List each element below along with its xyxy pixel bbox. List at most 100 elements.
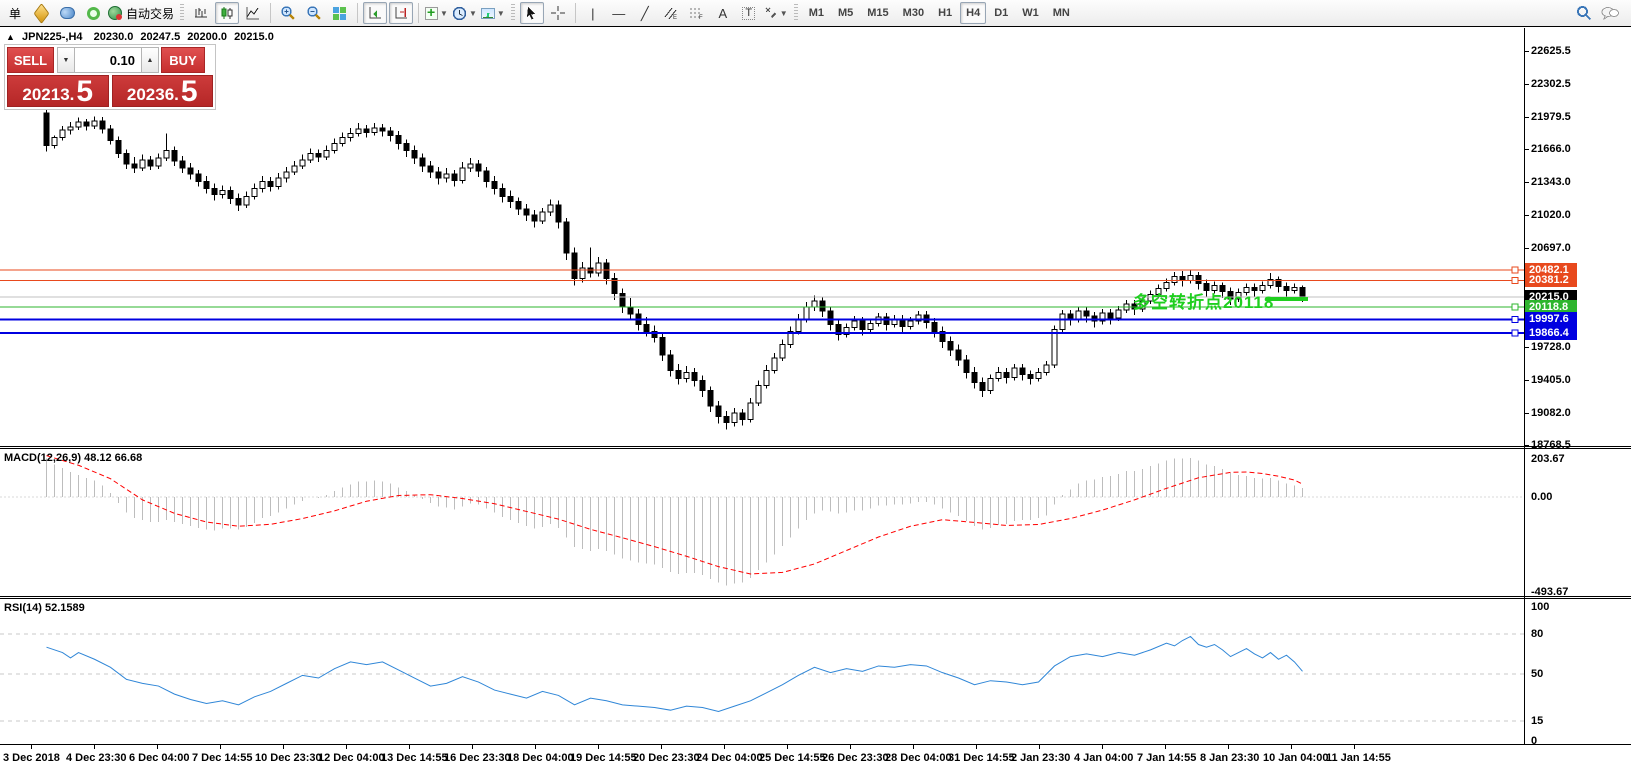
- candle-body: [867, 322, 874, 330]
- price-level-tag: 20118.8: [1525, 300, 1577, 315]
- panel-separator[interactable]: [0, 446, 1631, 447]
- candle-body: [163, 150, 170, 159]
- candle-body: [1035, 371, 1042, 379]
- timeframe-mn[interactable]: MN: [1052, 7, 1070, 19]
- time-axis-tick: [1102, 745, 1103, 749]
- sell-price-display[interactable]: 20213 . 5: [7, 75, 109, 107]
- community-button[interactable]: [55, 2, 79, 24]
- candle-body: [931, 321, 938, 332]
- timeframe-h1[interactable]: H1: [938, 7, 953, 19]
- candle-body: [195, 173, 202, 182]
- time-axis-tick: [787, 745, 788, 749]
- sell-button[interactable]: SELL: [7, 47, 54, 73]
- crosshair-button[interactable]: [546, 2, 570, 24]
- zoom-out-button[interactable]: [302, 2, 326, 24]
- macd-signal-line: [46, 455, 1303, 575]
- new-order-button[interactable]: 单: [8, 6, 21, 21]
- line-handle[interactable]: [1511, 329, 1519, 337]
- fibonacci-tool[interactable]: F: [685, 2, 709, 24]
- tile-windows-button[interactable]: [328, 2, 352, 24]
- candle-body: [1139, 300, 1146, 310]
- time-axis-label: 13 Dec 14:55: [381, 752, 448, 764]
- candle-body: [51, 136, 58, 147]
- cursor-button[interactable]: [519, 2, 544, 24]
- horizontal-line-tool[interactable]: —: [607, 2, 631, 24]
- text-tool[interactable]: A: [711, 2, 735, 24]
- zoom-in-button[interactable]: [276, 2, 300, 24]
- timeframe-m30[interactable]: M30: [902, 7, 925, 19]
- time-axis-label: 20 Dec 23:30: [633, 752, 700, 764]
- time-axis-label: 18 Dec 04:00: [507, 752, 574, 764]
- sell-price-dot: .: [69, 85, 75, 104]
- chat-button[interactable]: [1598, 2, 1622, 24]
- bar-chart-button[interactable]: [189, 2, 213, 24]
- timeframe-w1[interactable]: W1: [1022, 7, 1039, 19]
- line-handle[interactable]: [1511, 266, 1519, 274]
- trendline-annotation-segment[interactable]: [1266, 297, 1308, 301]
- timeframe-d1[interactable]: D1: [994, 7, 1009, 19]
- tile-windows-icon: [333, 6, 347, 20]
- trendline-annotation-text[interactable]: 多空转折点20118: [1133, 293, 1275, 312]
- vertical-line-tool[interactable]: |: [581, 2, 605, 24]
- price-axis-tick: [1524, 346, 1529, 348]
- periods-button[interactable]: ▼: [451, 2, 478, 24]
- rsi-panel-canvas[interactable]: [0, 599, 1524, 743]
- indicators-button[interactable]: ▼: [424, 2, 449, 24]
- gold-chart-button[interactable]: [29, 2, 53, 24]
- volume-decrease-button[interactable]: ▼: [57, 47, 75, 73]
- candle-body: [395, 134, 402, 145]
- auto-scroll-button[interactable]: [363, 2, 388, 24]
- candlestick-chart-button[interactable]: [215, 2, 240, 24]
- price-level-tag: 20381.2: [1525, 273, 1577, 288]
- line-chart-icon: [246, 7, 260, 20]
- line-handle[interactable]: [1511, 315, 1519, 323]
- candle-body: [251, 187, 258, 198]
- price-axis-label: 21979.5: [1531, 110, 1571, 123]
- volume-increase-button[interactable]: ▲: [141, 47, 159, 73]
- rsi-scale-label: 100: [1531, 601, 1550, 613]
- chat-bubbles-icon: [1601, 6, 1619, 20]
- candle-body: [219, 189, 226, 196]
- line-handle[interactable]: [1511, 276, 1519, 284]
- timeframe-m5[interactable]: M5: [837, 7, 854, 19]
- text-label-tool[interactable]: T: [737, 2, 761, 24]
- autotrading-button[interactable]: 自动交易: [107, 2, 175, 24]
- panel-separator[interactable]: [0, 596, 1631, 597]
- arrows-tool[interactable]: ▼: [763, 2, 789, 24]
- volume-input[interactable]: [75, 47, 141, 73]
- macd-panel-canvas[interactable]: [0, 449, 1524, 596]
- buy-price-display[interactable]: 20236 . 5: [111, 75, 213, 108]
- templates-button[interactable]: ▼: [480, 2, 506, 24]
- chart-window[interactable]: ▲ JPN225-,H4 20230.0 20247.5 20200.0 202…: [0, 28, 1631, 772]
- trendline-tool[interactable]: ╱: [633, 2, 657, 24]
- chart-shift-button[interactable]: [389, 2, 414, 24]
- line-handle[interactable]: [1511, 303, 1519, 311]
- time-axis-tick: [346, 745, 347, 749]
- auto-scroll-icon: [369, 7, 381, 19]
- channel-tool[interactable]: E: [659, 2, 683, 24]
- price-axis-tick: [1524, 248, 1529, 249]
- price-axis-label: 20697.0: [1531, 242, 1571, 254]
- timeframe-m15[interactable]: M15: [867, 7, 889, 19]
- time-axis-label: 31 Dec 14:55: [948, 752, 1015, 764]
- collapse-panel-arrow[interactable]: ▲: [6, 32, 15, 42]
- search-button[interactable]: [1572, 2, 1596, 24]
- signals-button[interactable]: [81, 2, 105, 24]
- candle-body: [1219, 284, 1226, 293]
- time-axis[interactable]: 3 Dec 2018 4 Dec 23:30 6 Dec 04:00 7 Dec 14…: [0, 744, 1631, 772]
- candle-body: [683, 371, 690, 379]
- candle-body: [1299, 287, 1306, 298]
- toolbar: 单 自动交易: [0, 0, 1631, 27]
- candle-body: [115, 139, 122, 155]
- toolbar-separator: [270, 3, 272, 23]
- time-axis-tick: [220, 745, 221, 749]
- chart-shift-icon: [395, 7, 407, 19]
- timeframe-h4[interactable]: H4: [960, 2, 987, 24]
- main-chart-canvas[interactable]: [0, 28, 1524, 446]
- buy-price-frac: 5: [180, 75, 198, 108]
- candle-body: [763, 369, 770, 387]
- buy-button[interactable]: BUY: [161, 47, 205, 73]
- line-chart-button[interactable]: [241, 2, 265, 24]
- timeframe-m1[interactable]: M1: [808, 7, 824, 19]
- candle-body: [227, 189, 234, 200]
